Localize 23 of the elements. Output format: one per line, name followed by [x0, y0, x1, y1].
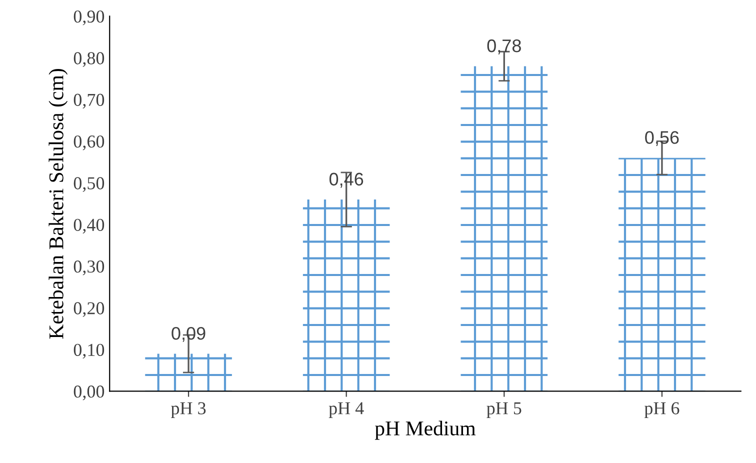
x-tick-label: pH 4: [328, 402, 364, 418]
y-tick-label: 0,40: [74, 218, 104, 234]
x-axis-title: pH Medium: [374, 420, 476, 440]
y-tick-label: 0,90: [74, 10, 104, 26]
y-tick-label: 0,50: [74, 177, 104, 192]
y-axis-title: Ketebalan Bakteri Selulosa (cm): [48, 68, 68, 339]
bar: [460, 66, 548, 392]
data-label: 0,09: [172, 326, 206, 342]
y-tick-label: 0,20: [74, 302, 104, 317]
bar: [145, 354, 232, 392]
data-label: 0,78: [487, 39, 521, 54]
x-tick-label: pH 6: [644, 402, 680, 418]
x-tick-label: pH 5: [486, 402, 522, 418]
y-tick-label: 0,80: [74, 52, 104, 67]
bar: [618, 158, 706, 392]
y-tick-label: 0,10: [74, 344, 104, 359]
y-tick-label: 0,00: [74, 385, 104, 400]
data-label: 0,56: [645, 131, 679, 146]
bar: [302, 200, 390, 392]
y-tick-label: 0,30: [74, 260, 104, 276]
y-tick-label: 0,60: [74, 135, 104, 150]
y-tick-label: 0,70: [74, 94, 104, 109]
x-tick-label: pH 3: [171, 402, 206, 418]
